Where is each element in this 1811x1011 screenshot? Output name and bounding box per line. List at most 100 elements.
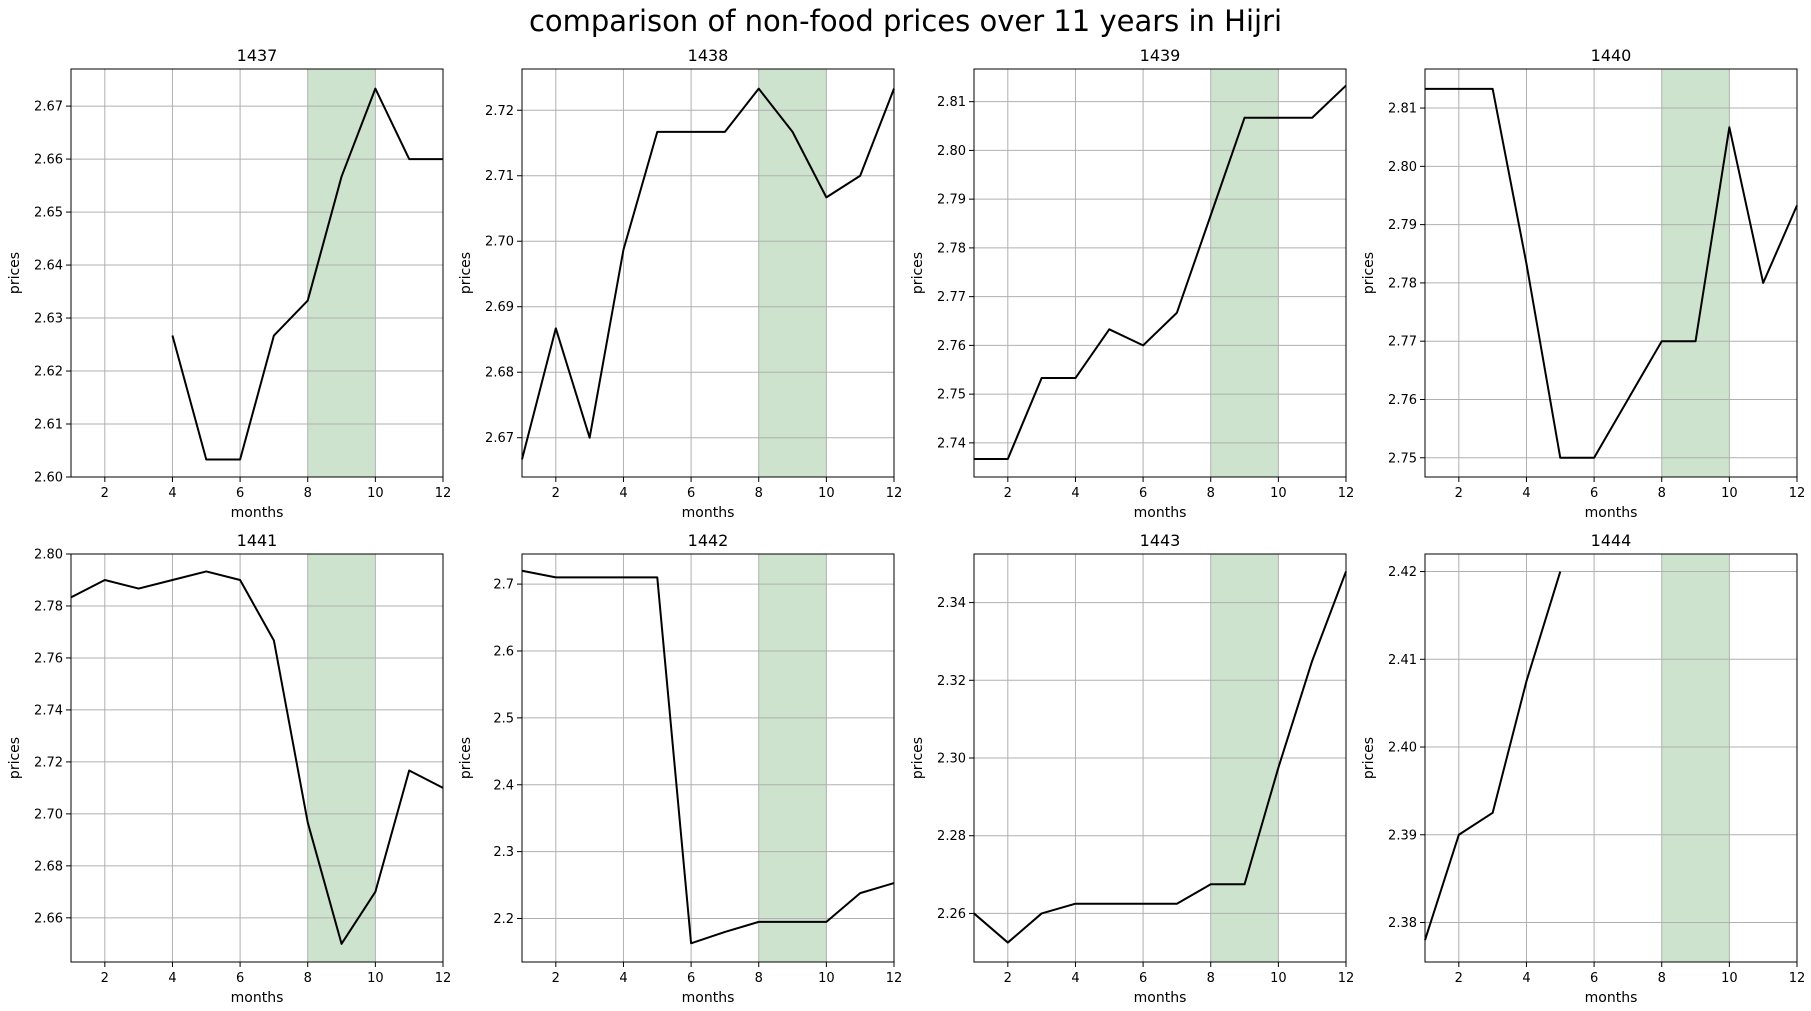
y-tick-label: 2.80 (34, 548, 63, 563)
x-tick-label: 12 (435, 486, 452, 501)
y-tick-label: 2.78 (937, 241, 966, 256)
y-tick-label: 2.76 (34, 651, 63, 666)
series-line (171, 87, 443, 461)
series-line (521, 569, 895, 945)
axes-frame (1424, 553, 1798, 963)
figure-title: comparison of non-food prices over 11 ye… (528, 4, 1283, 38)
subplot-title: 1440 (1591, 46, 1632, 65)
highlight-band (1661, 554, 1730, 962)
x-tick-label: 8 (1658, 486, 1666, 501)
x-tick-label: 2 (101, 971, 109, 986)
x-tick-label: 6 (1590, 486, 1598, 501)
subplot-1438: 2 4 6 8 10 12 2.67 2.68 2.69 2.70 2.71 2.72 1438 mont… (458, 46, 902, 521)
x-axis-label: months (682, 990, 735, 1006)
x-tick-label: 8 (755, 486, 763, 501)
y-tick-label: 2.63 (34, 312, 63, 327)
y-tick-label: 2.68 (485, 366, 514, 381)
y-tick-label: 2.26 (937, 907, 966, 922)
y-axis-label: prices (7, 737, 23, 779)
subplot-1441: 2 4 6 8 10 12 2.66 2.68 2.70 2.72 2.74 2.76 2.78 2.80… (7, 531, 451, 1006)
axes-frame (1424, 68, 1798, 478)
y-tick-label: 2.28 (937, 829, 966, 844)
x-tick-label: 10 (1721, 971, 1738, 986)
y-axis-label: prices (1361, 737, 1377, 779)
y-axis-label: prices (910, 737, 926, 779)
x-tick-label: 10 (367, 486, 384, 501)
y-tick-label: 2.5 (493, 711, 514, 726)
subplot-title: 1437 (237, 46, 278, 65)
y-tick-label: 2.80 (937, 144, 966, 159)
x-tick-label: 2 (1004, 486, 1012, 501)
axes-frame (70, 553, 444, 963)
axes-frame (521, 553, 895, 963)
y-tick-label: 2.38 (1388, 916, 1417, 931)
y-tick-label: 2.42 (1388, 565, 1417, 580)
subplot-title: 1443 (1140, 531, 1181, 550)
x-tick-label: 2 (1004, 971, 1012, 986)
y-tick-label: 2.64 (34, 259, 63, 274)
x-axis-label: months (231, 505, 284, 521)
y-tick-label: 2.66 (34, 153, 63, 168)
x-tick-label: 2 (552, 486, 560, 501)
y-tick-label: 2.30 (937, 752, 966, 767)
highlight-band (758, 69, 827, 477)
x-tick-label: 12 (435, 971, 452, 986)
axes-frame (521, 68, 895, 478)
y-tick-label: 2.61 (34, 418, 63, 433)
x-tick-label: 12 (1789, 971, 1806, 986)
y-tick-label: 2.77 (937, 290, 966, 305)
y-tick-label: 2.3 (493, 845, 514, 860)
x-tick-label: 4 (1071, 486, 1079, 501)
series-line (1425, 87, 1798, 459)
y-tick-label: 2.75 (1388, 451, 1417, 466)
y-tick-label: 2.7 (493, 578, 514, 593)
y-tick-label: 2.75 (937, 388, 966, 403)
y-tick-label: 2.6 (493, 644, 514, 659)
y-tick-label: 2.2 (493, 912, 514, 927)
x-tick-label: 10 (818, 971, 835, 986)
subplot-1440: 2 4 6 8 10 12 2.75 2.76 2.77 2.78 2.79 2.80 2.81 1440… (1361, 46, 1805, 521)
y-tick-label: 2.78 (34, 599, 63, 614)
y-tick-label: 2.74 (34, 703, 63, 718)
x-tick-label: 2 (1455, 486, 1463, 501)
y-tick-label: 2.81 (937, 95, 966, 110)
y-tick-label: 2.77 (1388, 335, 1417, 350)
y-tick-label: 2.80 (1388, 160, 1417, 175)
x-tick-label: 6 (687, 971, 695, 986)
x-tick-label: 10 (1270, 971, 1287, 986)
y-tick-label: 2.67 (34, 100, 63, 115)
y-tick-label: 2.4 (493, 778, 514, 793)
y-tick-label: 2.72 (485, 104, 514, 119)
y-tick-label: 2.70 (34, 807, 63, 822)
subplot-1437: 2 4 6 8 10 12 2.60 2.61 2.62 2.63 2.64 2.65 2.66 2.67… (7, 46, 451, 521)
y-tick-label: 2.74 (937, 436, 966, 451)
y-tick-label: 2.78 (1388, 276, 1417, 291)
x-tick-label: 12 (1789, 486, 1806, 501)
x-tick-label: 2 (552, 971, 560, 986)
x-tick-label: 10 (1270, 486, 1287, 501)
x-tick-label: 4 (619, 971, 627, 986)
x-tick-label: 6 (1590, 971, 1598, 986)
y-tick-label: 2.76 (937, 339, 966, 354)
y-axis-label: prices (910, 252, 926, 294)
series-line (974, 84, 1347, 460)
subplot-1443: 2 4 6 8 10 12 2.26 2.28 2.30 2.32 2.34 1443 months pr… (910, 531, 1354, 1006)
x-tick-label: 6 (236, 971, 244, 986)
x-tick-label: 6 (1139, 971, 1147, 986)
y-tick-label: 2.39 (1388, 828, 1417, 843)
x-tick-label: 8 (1658, 971, 1666, 986)
x-tick-label: 8 (1207, 486, 1215, 501)
subplot-title: 1442 (688, 531, 729, 550)
y-tick-label: 2.32 (937, 674, 966, 689)
axes-frame (70, 68, 444, 478)
x-tick-label: 12 (1338, 971, 1355, 986)
x-axis-label: months (682, 505, 735, 521)
x-axis-label: months (1134, 990, 1187, 1006)
x-tick-label: 8 (1207, 971, 1215, 986)
x-tick-label: 10 (818, 486, 835, 501)
x-axis-label: months (1585, 505, 1638, 521)
highlight-band (1210, 69, 1279, 477)
x-tick-label: 10 (1721, 486, 1738, 501)
